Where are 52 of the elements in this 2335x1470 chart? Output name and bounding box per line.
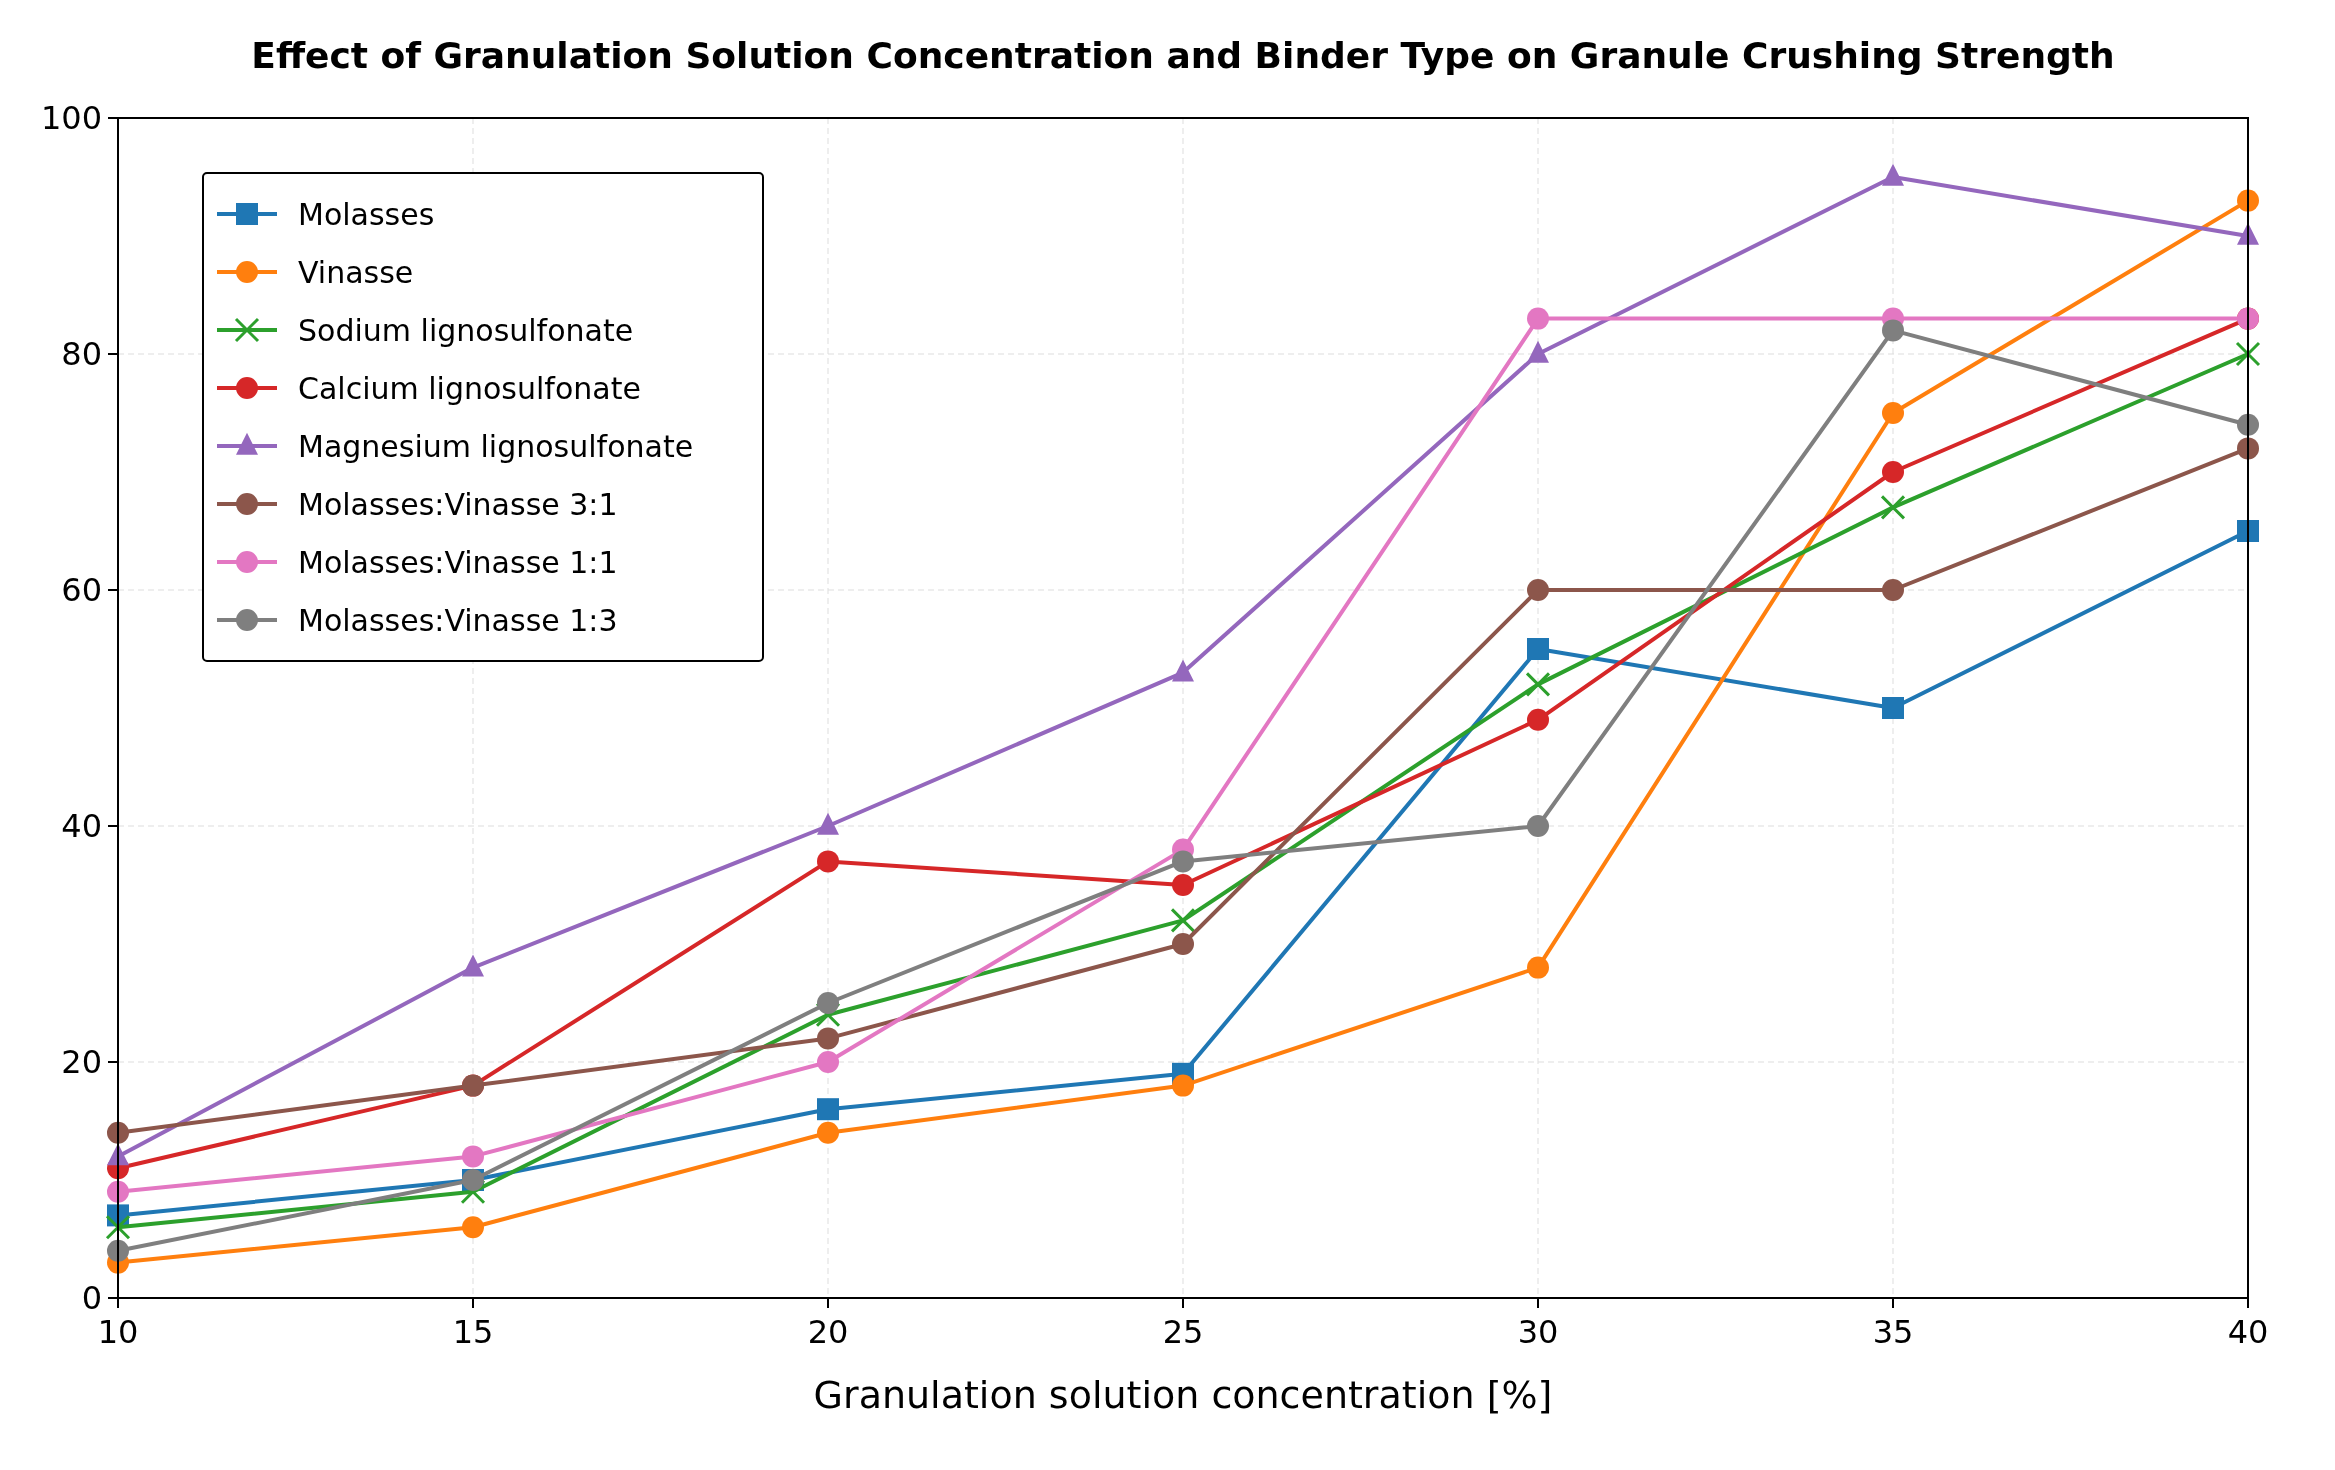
x-tick-label: 15 bbox=[452, 1313, 494, 1351]
legend-label: Molasses bbox=[298, 197, 435, 232]
x-tick-label: 30 bbox=[1517, 1313, 1559, 1351]
point bbox=[462, 1145, 484, 1168]
legend-label: Molasses:Vinasse 1:1 bbox=[298, 545, 618, 580]
point bbox=[2237, 520, 2259, 542]
point bbox=[462, 954, 484, 977]
x-tick-label: 35 bbox=[1872, 1313, 1914, 1351]
point bbox=[1527, 708, 1549, 731]
point bbox=[1880, 494, 1906, 520]
x-tick-label: 25 bbox=[1162, 1313, 1204, 1351]
point bbox=[817, 992, 839, 1014]
legend-label: Sodium lignosulfonate bbox=[298, 313, 634, 348]
point bbox=[462, 1216, 484, 1239]
legend-label: Vinasse bbox=[298, 255, 414, 290]
point bbox=[1170, 907, 1196, 933]
point bbox=[1527, 815, 1549, 837]
point bbox=[105, 1214, 131, 1240]
point bbox=[1172, 1074, 1194, 1097]
point bbox=[1882, 579, 1904, 601]
y-tick-label: 100 bbox=[40, 99, 102, 137]
point bbox=[817, 1098, 839, 1121]
point bbox=[1172, 850, 1194, 873]
point bbox=[1882, 697, 1904, 719]
point bbox=[1527, 307, 1549, 330]
point bbox=[2235, 341, 2261, 367]
legend-label: Molasses:Vinasse 1:3 bbox=[298, 603, 618, 638]
point bbox=[817, 1121, 839, 1144]
point bbox=[817, 1027, 839, 1050]
point bbox=[1882, 402, 1904, 424]
y-tick-label: 40 bbox=[61, 807, 102, 845]
point bbox=[1172, 659, 1194, 682]
point bbox=[1172, 933, 1194, 955]
point bbox=[1527, 956, 1549, 979]
y-tick-label: 60 bbox=[61, 571, 102, 609]
point bbox=[1525, 671, 1551, 697]
x-tick-label: 40 bbox=[2227, 1313, 2269, 1351]
point bbox=[1527, 579, 1549, 601]
y-tick-label: 80 bbox=[61, 335, 102, 373]
point bbox=[1172, 874, 1194, 896]
point bbox=[1882, 319, 1904, 342]
legend-label: Magnesium lignosulfonate bbox=[298, 429, 694, 464]
chart-title: Effect of Granulation Solution Concentration and Binder Type on Granule Crushing Strength bbox=[251, 35, 2115, 76]
point bbox=[1527, 638, 1549, 660]
point bbox=[1882, 461, 1904, 483]
x-axis-title: Granulation solution concentration [%] bbox=[813, 1373, 1553, 1417]
legend-label: Molasses:Vinasse 3:1 bbox=[298, 487, 618, 522]
point bbox=[817, 1051, 839, 1073]
legend-label: Calcium lignosulfonate bbox=[298, 371, 641, 406]
y-tick-label: 20 bbox=[61, 1043, 102, 1081]
x-tick-label: 20 bbox=[807, 1313, 849, 1351]
point bbox=[817, 850, 839, 873]
